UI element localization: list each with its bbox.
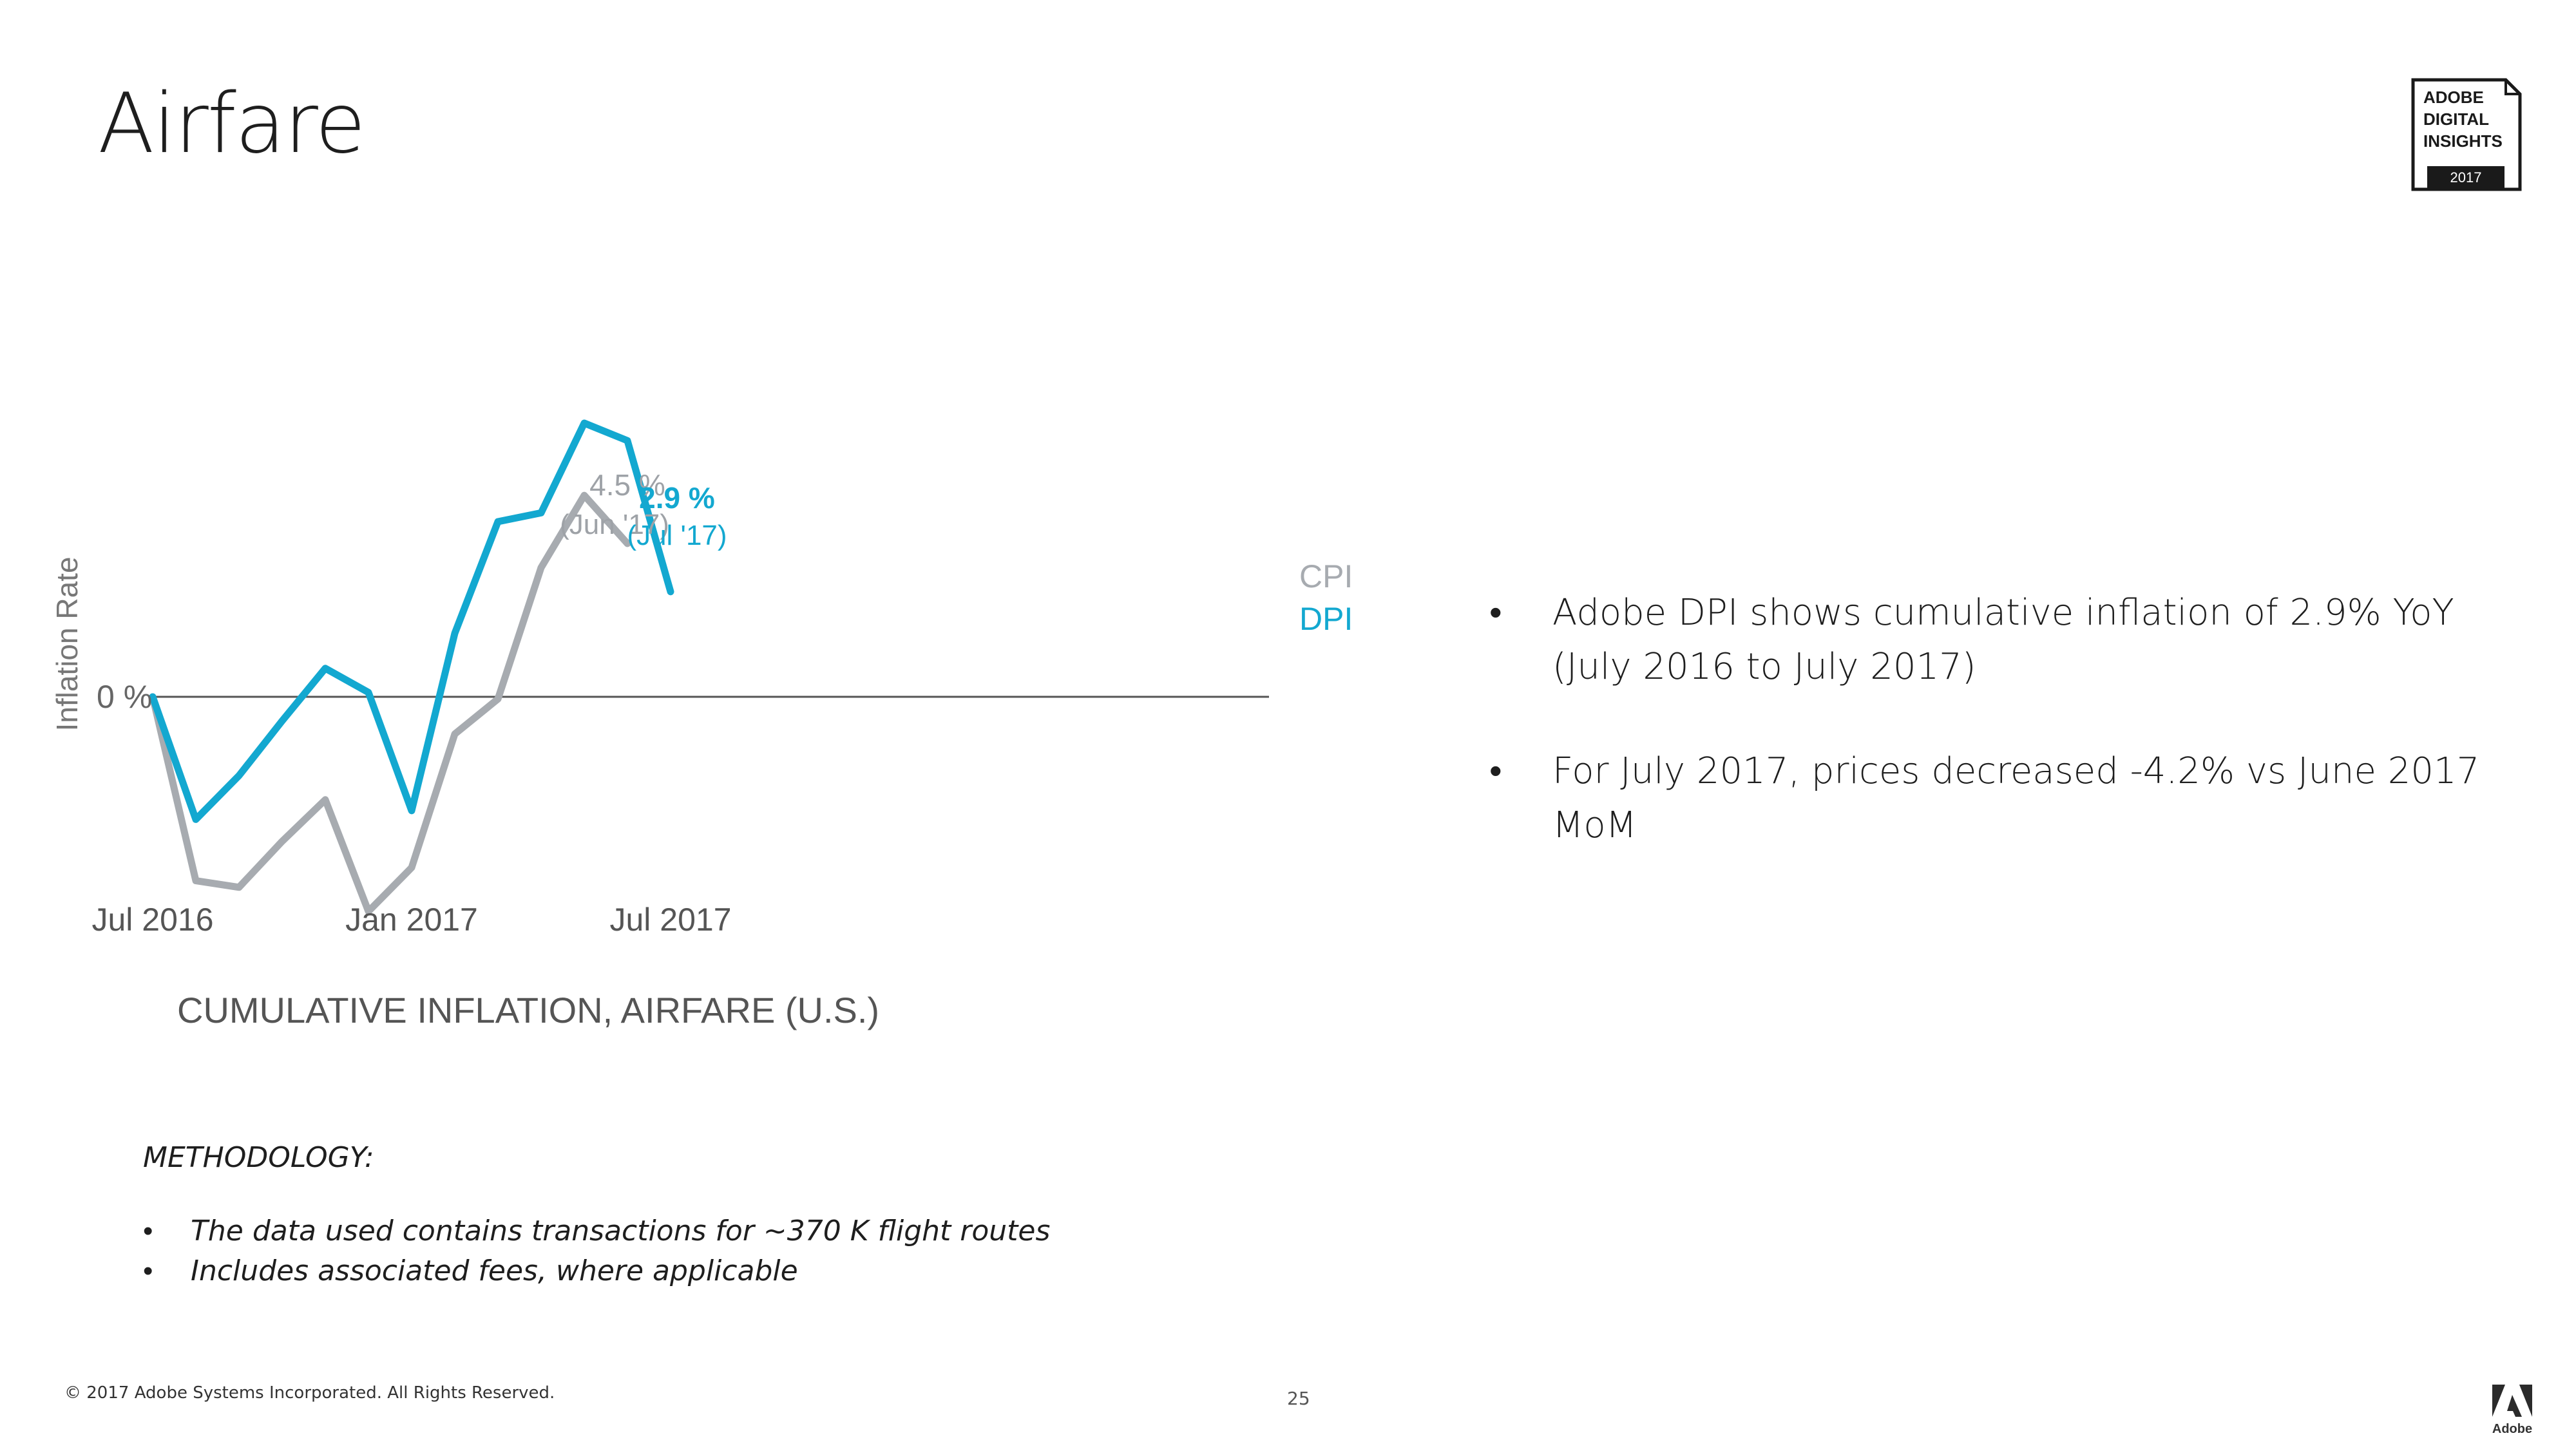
inflation-chart: 0 % Inflation Rate Jul 2016 Jan 2017 Jul 201… — [50, 419, 1353, 1030]
annotation-date: (Jun '17) — [560, 509, 669, 540]
badge-frame-icon — [2411, 78, 2522, 191]
adobe-logo-text: Adobe — [2492, 1422, 2533, 1436]
methodology: METHODOLOGY: • The data used contains tr… — [143, 1141, 1050, 1291]
series-line-dpi — [149, 419, 674, 823]
legend-entry-cpi: CPI — [1299, 558, 1353, 594]
bullet-marker: • — [143, 1215, 153, 1247]
key-findings: • Adobe DPI shows cumulative inflation o… — [1488, 586, 2519, 903]
methodology-text: The data used contains transactions for … — [191, 1215, 1051, 1247]
badge-year: 2017 — [2427, 166, 2504, 189]
methodology-item: • Includes associated fees, where applic… — [143, 1251, 1050, 1291]
bullet-marker: • — [1489, 750, 1502, 792]
slide-title: Airfare — [98, 76, 366, 172]
series-line-cpi — [149, 491, 631, 915]
bullet-marker: • — [143, 1255, 153, 1287]
methodology-item: • The data used contains transactions fo… — [143, 1211, 1050, 1251]
badge-line: INSIGHTS — [2423, 131, 2503, 151]
finding-text: Adobe DPI shows cumulative inflation of … — [1552, 592, 2454, 688]
x-tick-label: Jan 2017 — [345, 902, 478, 938]
badge-text: ADOBE DIGITAL INSIGHTS — [2423, 86, 2503, 152]
annotation-date: (Jul '17) — [627, 520, 727, 551]
x-tick-label: Jul 2016 — [91, 902, 213, 938]
bullet-marker: • — [1489, 592, 1502, 634]
badge-line: DIGITAL — [2423, 109, 2490, 129]
chart-title: CUMULATIVE INFLATION, AIRFARE (U.S.) — [177, 990, 879, 1030]
page-number: 25 — [1287, 1388, 1310, 1409]
methodology-title: METHODOLOGY: — [143, 1141, 374, 1174]
x-tick-label: Jul 2017 — [609, 902, 731, 938]
finding-text: For July 2017, prices decreased -4.2% vs… — [1552, 750, 2480, 846]
y-axis-label: Inflation Rate — [50, 556, 84, 731]
annotation-value: 4.5 % — [589, 468, 665, 502]
annotation-value: 2.9 % — [639, 481, 715, 515]
adobe-digital-insights-badge: ADOBE DIGITAL INSIGHTS 2017 — [2409, 76, 2525, 194]
methodology-text: Includes associated fees, where applicab… — [191, 1255, 798, 1287]
legend-entry-dpi: DPI — [1299, 601, 1353, 637]
badge-line: ADOBE — [2423, 88, 2484, 107]
baseline-label: 0 % — [97, 679, 152, 715]
copyright: © 2017 Adobe Systems Incorporated. All R… — [64, 1383, 555, 1403]
finding-item: • Adobe DPI shows cumulative inflation o… — [1488, 586, 2519, 694]
adobe-logo-icon — [2492, 1385, 2532, 1417]
finding-item: • For July 2017, prices decreased -4.2% … — [1488, 744, 2519, 853]
